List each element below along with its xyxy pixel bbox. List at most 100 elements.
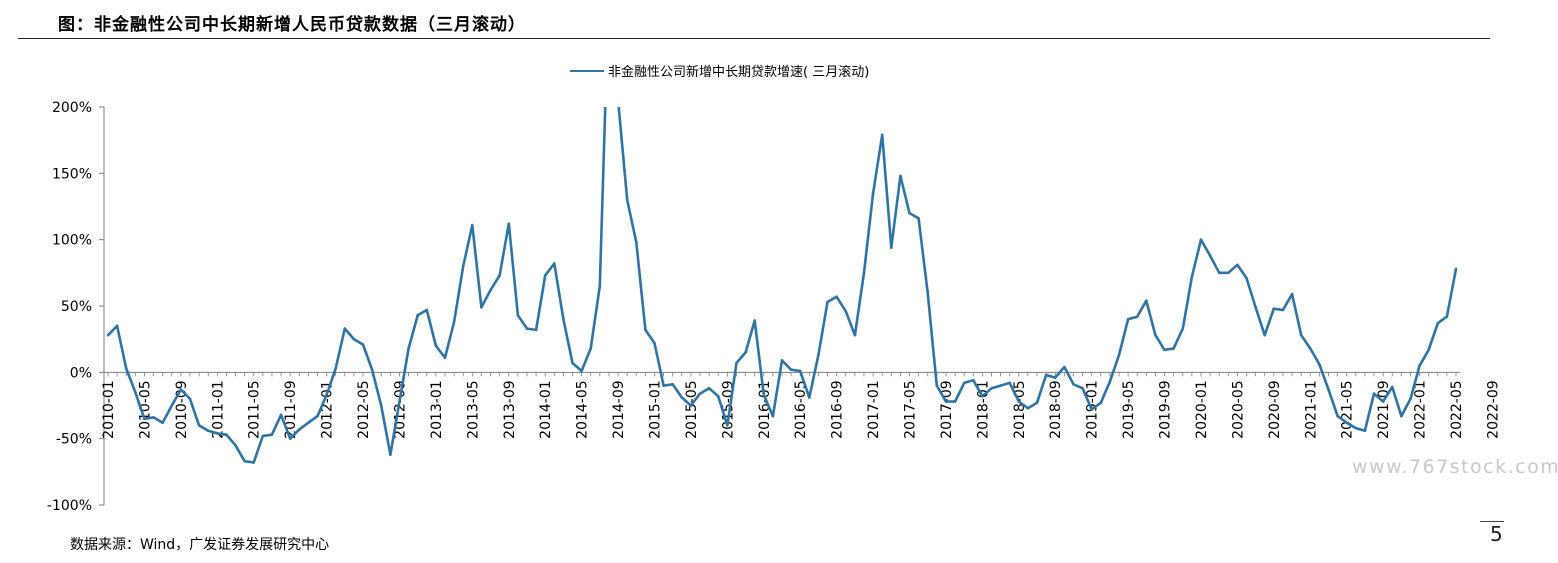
data-point	[735, 361, 738, 365]
data-point	[1017, 400, 1021, 403]
data-point	[143, 417, 146, 421]
data-point	[762, 393, 766, 397]
data-point	[953, 400, 957, 403]
data-point	[726, 424, 729, 427]
x-tick-label: 2016-01	[757, 380, 773, 439]
data-point	[1172, 347, 1175, 350]
data-point	[1081, 386, 1084, 390]
x-tick-label: 2016-09	[830, 380, 846, 439]
data-point	[1354, 426, 1358, 430]
data-point	[707, 386, 711, 390]
data-point	[288, 437, 292, 440]
data-point	[680, 396, 684, 399]
data-point	[1163, 348, 1166, 352]
data-point	[416, 313, 419, 317]
data-point	[361, 343, 365, 346]
data-point	[917, 217, 920, 220]
data-point	[899, 174, 902, 178]
y-tick-label: 0%	[70, 365, 92, 381]
legend-label: 非金融性公司新增中长期贷款增速( 三月滚动)	[608, 64, 869, 80]
data-point	[234, 444, 237, 447]
data-point	[835, 295, 838, 299]
x-tick-label: 2017-09	[939, 380, 955, 439]
data-point	[862, 271, 866, 275]
data-point	[543, 274, 547, 277]
data-point	[826, 300, 829, 304]
data-point	[370, 368, 374, 371]
data-point	[889, 246, 893, 249]
data-point	[434, 344, 438, 348]
data-point	[908, 211, 911, 215]
page-number-rule	[1480, 521, 1504, 522]
data-point	[1299, 333, 1303, 337]
data-point	[1436, 321, 1440, 325]
data-point	[215, 432, 219, 435]
data-point	[1035, 401, 1039, 405]
data-point	[808, 396, 811, 399]
x-tick-label: 2018-09	[1048, 380, 1064, 439]
data-point	[1272, 307, 1276, 310]
x-tick-label: 2017-01	[866, 380, 882, 439]
data-point	[252, 461, 256, 464]
data-point	[1208, 254, 1212, 257]
x-tick-label: 2015-01	[647, 380, 663, 439]
data-point	[990, 386, 993, 390]
data-point	[1008, 381, 1012, 385]
x-tick-label: 2013-01	[429, 380, 445, 439]
watermark: www.767stock.com	[1352, 456, 1558, 478]
data-point	[571, 361, 574, 365]
x-tick-label: 2022-09	[1485, 380, 1501, 439]
data-point	[1290, 292, 1294, 296]
data-point	[243, 459, 246, 463]
data-point	[1154, 333, 1157, 337]
x-tick-label: 2012-05	[356, 380, 372, 439]
data-point	[1044, 373, 1048, 377]
data-point	[297, 428, 301, 431]
data-point	[1181, 327, 1185, 330]
x-tick-label: 2018-01	[975, 380, 991, 439]
data-point	[471, 223, 474, 227]
x-tick-label: 2010-01	[101, 380, 117, 439]
page-title: 图：非金融性公司中长期新增人民币贷款数据（三月滚动）	[58, 15, 526, 35]
x-tick-label: 2019-05	[1121, 380, 1137, 439]
data-point	[1308, 347, 1312, 350]
data-point	[634, 241, 638, 244]
data-point	[1126, 317, 1130, 321]
x-tick-label: 2021-01	[1303, 380, 1319, 439]
data-point	[562, 317, 565, 321]
data-point	[124, 367, 128, 370]
data-point	[489, 288, 492, 292]
data-point	[1345, 421, 1349, 425]
data-point	[971, 378, 975, 382]
data-point	[398, 400, 401, 403]
data-point	[598, 284, 602, 288]
data-point	[1254, 306, 1257, 309]
y-axis: -100% -50% 0% 50% 100% 150% 200%	[47, 100, 105, 514]
data-point	[1327, 388, 1330, 391]
data-point	[671, 382, 675, 386]
data-point	[1217, 271, 1221, 275]
series-layer	[106, 107, 1458, 464]
data-point	[780, 359, 784, 362]
y-tick-label: 150%	[52, 166, 92, 182]
data-point	[1336, 414, 1339, 418]
data-point	[1226, 271, 1230, 275]
data-point	[334, 367, 338, 370]
data-point	[1053, 376, 1057, 379]
data-point	[625, 198, 629, 202]
data-point	[1072, 382, 1075, 386]
data-point	[1372, 392, 1376, 395]
x-axis: 2010-01 2010-05 2010-09 2011-01 2011-05 2011-…	[101, 371, 1501, 439]
y-tick-label: -50%	[56, 432, 92, 448]
data-point	[352, 337, 356, 341]
data-point	[325, 393, 328, 397]
x-tick-label: 2012-01	[320, 380, 336, 439]
data-point	[844, 310, 848, 313]
data-point	[1099, 401, 1103, 405]
data-point	[1363, 429, 1367, 433]
x-tick-label: 2014-05	[575, 380, 591, 439]
y-tick-label: 200%	[52, 100, 92, 116]
chart-legend: 非金融性公司新增中长期贷款增速( 三月滚动)	[570, 64, 869, 80]
data-point	[1190, 275, 1194, 279]
data-point	[206, 429, 210, 433]
